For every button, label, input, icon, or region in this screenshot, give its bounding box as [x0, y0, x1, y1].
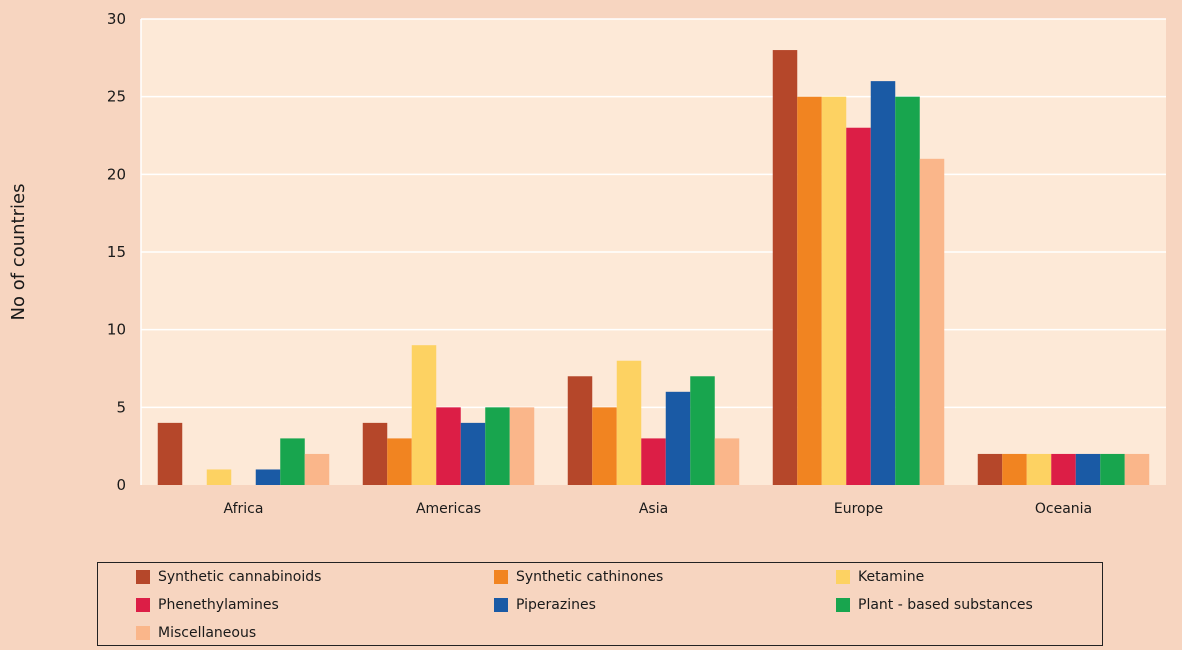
bar — [895, 96, 920, 486]
bar — [1051, 453, 1076, 485]
bar — [1075, 453, 1101, 485]
bar — [255, 469, 281, 485]
legend-label: Synthetic cannabinoids — [158, 569, 322, 585]
bar — [362, 422, 388, 485]
y-axis-label: No of countries — [8, 184, 29, 321]
bar — [304, 453, 330, 485]
bar — [592, 407, 617, 485]
legend-label: Phenethylamines — [158, 597, 279, 613]
legend-item: Ketamine — [836, 569, 924, 585]
bar — [411, 345, 437, 485]
y-tick-label: 0 — [116, 476, 126, 494]
legend-label: Synthetic cathinones — [516, 569, 664, 585]
bar — [977, 453, 1003, 485]
x-category-label: Americas — [416, 501, 481, 517]
bar — [1124, 453, 1150, 485]
bar — [280, 438, 305, 485]
legend-label: Miscellaneous — [158, 625, 257, 641]
bar — [485, 407, 510, 485]
bars — [157, 50, 1150, 486]
legend-swatch — [836, 598, 850, 612]
bar — [206, 469, 232, 485]
x-category-label: Asia — [639, 501, 668, 517]
legend-label: Ketamine — [858, 569, 925, 585]
legend-item: Phenethylamines — [136, 597, 279, 613]
bar — [1026, 453, 1052, 485]
x-category-label: Europe — [834, 501, 883, 517]
bar — [1100, 453, 1125, 485]
y-tick-label: 5 — [116, 398, 126, 416]
legend: Synthetic cannabinoids Synthetic cathinon… — [97, 562, 1103, 646]
legend-item: Plant - based substances — [836, 597, 1033, 613]
bar — [690, 376, 715, 485]
bar — [616, 360, 642, 485]
y-tick-label: 15 — [107, 243, 126, 261]
legend-item: Synthetic cannabinoids — [136, 569, 321, 585]
legend-swatch — [494, 598, 508, 612]
bar — [772, 50, 798, 486]
bar — [1002, 453, 1027, 485]
x-axis-categories: Africa Americas Asia Europe Oceania — [224, 501, 1093, 517]
bar — [665, 391, 691, 485]
y-tick-label: 20 — [107, 165, 126, 183]
bar — [870, 81, 896, 485]
bar — [567, 376, 593, 485]
bar — [919, 158, 945, 486]
legend-swatch — [136, 626, 150, 640]
legend-item: Miscellaneous — [136, 625, 256, 641]
bar — [436, 407, 461, 485]
legend-label: Piperazines — [516, 597, 596, 613]
legend-label: Plant - based substances — [858, 597, 1033, 613]
x-category-label: Africa — [224, 501, 264, 517]
bar — [714, 438, 740, 485]
gridlines — [140, 18, 1166, 485]
bar — [797, 96, 822, 486]
legend-swatch — [136, 598, 150, 612]
bar — [157, 422, 183, 485]
y-tick-label: 10 — [107, 321, 126, 339]
bar — [821, 96, 847, 486]
bar — [846, 127, 871, 485]
x-category-label: Oceania — [1035, 501, 1092, 517]
legend-swatch — [136, 570, 150, 584]
legend-item: Piperazines — [494, 597, 596, 613]
bar — [460, 422, 486, 485]
y-axis-ticks: 0 5 10 15 20 25 30 — [107, 10, 126, 494]
bar — [387, 438, 412, 485]
bar-chart: 0 5 10 15 20 25 30 Africa Americas Asia Europe Oce… — [8, 10, 1166, 517]
legend-swatch — [836, 570, 850, 584]
y-tick-label: 30 — [107, 10, 126, 28]
y-tick-label: 25 — [107, 88, 126, 106]
bar — [641, 438, 666, 485]
legend-item: Synthetic cathinones — [494, 569, 663, 585]
bar — [509, 407, 535, 485]
legend-swatch — [494, 570, 508, 584]
